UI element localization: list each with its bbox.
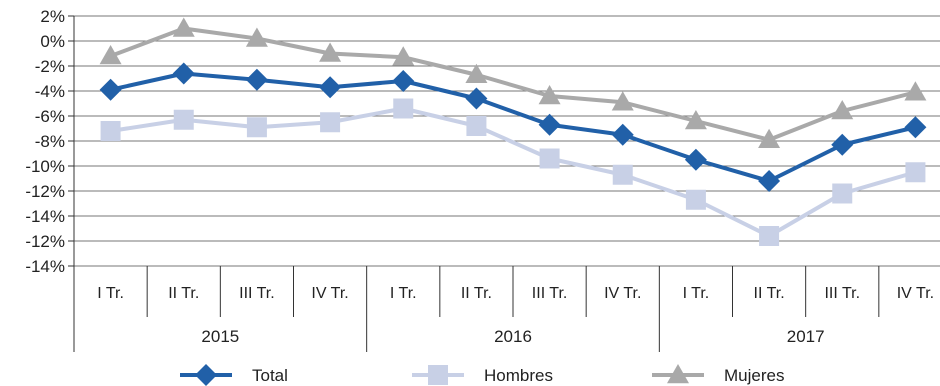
x-category-label: II Tr.	[754, 285, 785, 302]
data-point-mujeres	[172, 17, 195, 37]
data-point-hombres	[685, 189, 706, 210]
data-point-mujeres	[392, 46, 415, 66]
x-axis-year-labels: 2015 2016 2017	[201, 327, 824, 346]
x-category-label: I Tr.	[683, 285, 710, 302]
axes	[68, 15, 880, 352]
x-category-label: I Tr.	[97, 285, 124, 302]
data-point-hombres	[832, 183, 853, 204]
data-point-mujeres	[245, 27, 268, 47]
data-point-total	[392, 70, 415, 92]
data-point-hombres	[100, 121, 121, 141]
data-point-total	[99, 78, 122, 101]
data-point-total	[245, 68, 268, 91]
data-point-hombres	[612, 164, 633, 185]
data-point-mujeres	[684, 110, 707, 130]
data-point-hombres	[246, 117, 267, 138]
y-tick-label: -8%	[35, 132, 65, 151]
data-point-mujeres	[465, 63, 488, 83]
data-point-mujeres	[904, 81, 927, 101]
legend-label: Total	[252, 366, 288, 385]
x-category-label: IV Tr.	[897, 285, 934, 302]
x-category-label: I Tr.	[390, 285, 417, 302]
series-layer	[99, 17, 927, 246]
data-point-total	[758, 170, 781, 192]
data-point-total	[611, 123, 634, 146]
series-total	[99, 62, 927, 192]
data-point-hombres	[539, 148, 560, 169]
legend-marker-mujeres	[667, 364, 689, 384]
legend-marker-hombres	[428, 365, 448, 385]
data-point-mujeres	[758, 128, 781, 148]
y-tick-label: 2%	[40, 7, 65, 26]
y-tick-label: -6%	[35, 107, 65, 126]
data-point-hombres	[759, 226, 780, 246]
data-point-total	[538, 113, 561, 136]
data-point-mujeres	[99, 45, 122, 65]
y-tick-label: -14%	[25, 207, 65, 226]
y-axis-tick-labels: 2% 0% -2% -4% -6% -8% -10% -12% -14% -12% -14%	[25, 7, 65, 276]
series-line-total	[110, 71, 916, 183]
legend-marker-total	[195, 364, 217, 386]
legend-item-mujeres: Mujeres	[652, 364, 784, 385]
y-tick-label: -4%	[35, 82, 65, 101]
legend-label: Hombres	[484, 366, 553, 385]
data-point-total	[684, 148, 707, 171]
x-axis-category-labels: I Tr. II Tr. III Tr. IV Tr. I Tr. II Tr. III T…	[97, 285, 934, 302]
y-tick-label: -12%	[25, 232, 65, 251]
data-point-mujeres	[319, 42, 342, 62]
x-category-label: II Tr.	[461, 285, 492, 302]
legend-label: Mujeres	[724, 366, 784, 385]
y-tick-label: -2%	[35, 57, 65, 76]
x-year-label: 2016	[494, 327, 532, 346]
series-mujeres	[99, 17, 927, 148]
data-point-hombres	[466, 116, 487, 136]
data-point-hombres	[905, 162, 926, 183]
data-point-total	[904, 116, 927, 139]
x-category-label: III Tr.	[824, 285, 860, 302]
x-category-label: IV Tr.	[311, 285, 348, 302]
data-point-hombres	[173, 109, 194, 130]
legend-item-total: Total	[180, 364, 288, 386]
data-point-total	[172, 62, 195, 85]
y-tick-label: -14%	[25, 257, 65, 276]
data-point-total	[319, 76, 342, 99]
data-point-total	[831, 133, 854, 156]
x-year-label: 2015	[201, 327, 239, 346]
x-category-label: III Tr.	[239, 285, 275, 302]
x-category-label: III Tr.	[532, 285, 568, 302]
x-year-label: 2017	[787, 327, 825, 346]
y-tick-label: -10%	[25, 157, 65, 176]
data-point-hombres	[320, 112, 341, 133]
data-point-mujeres	[611, 91, 634, 111]
series-line-mujeres	[109, 26, 916, 142]
legend: Total Hombres Mujeres	[180, 364, 784, 386]
series-hombres	[100, 98, 926, 246]
y-tick-label: 0%	[40, 32, 65, 51]
data-point-total	[465, 87, 488, 110]
data-point-mujeres	[538, 85, 561, 105]
data-point-mujeres	[831, 100, 854, 120]
series-line-hombres	[110, 106, 916, 238]
legend-item-hombres: Hombres	[412, 365, 553, 385]
y-tick-label: -12%	[25, 182, 65, 201]
x-category-label: IV Tr.	[604, 285, 641, 302]
x-category-label: II Tr.	[168, 285, 199, 302]
data-point-hombres	[393, 98, 414, 119]
